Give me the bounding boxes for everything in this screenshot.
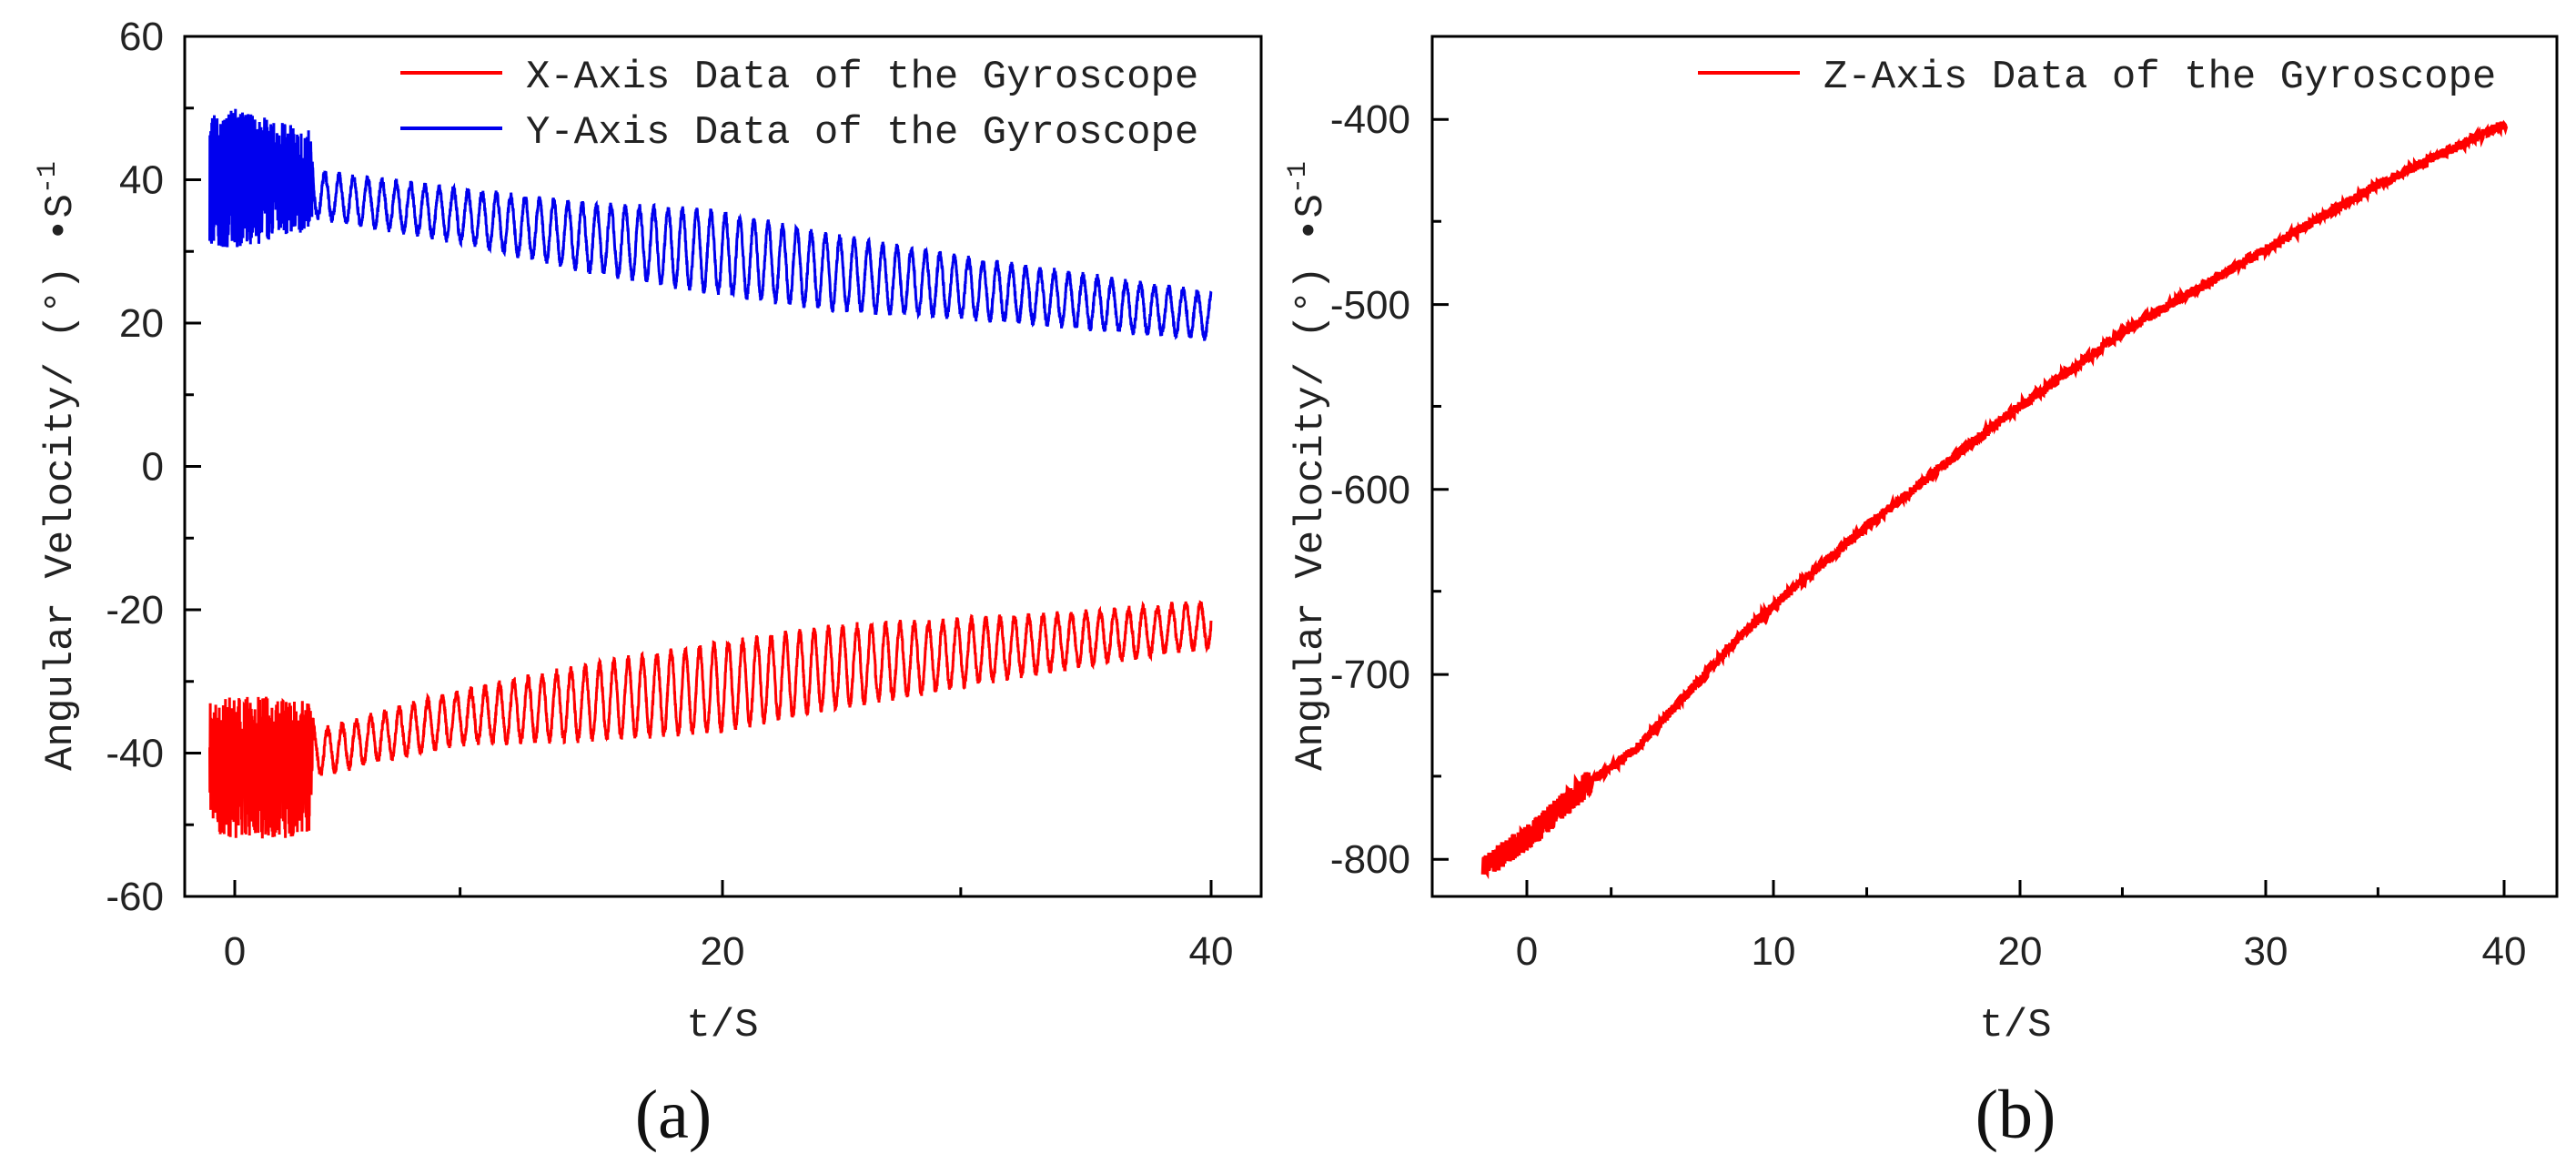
panel-a-xtick-label: 20 — [701, 929, 745, 974]
panel-b-xtick-label: 20 — [1998, 929, 2043, 974]
panel-a-legend-label-x: X-Axis Data of the Gyroscope — [526, 55, 1198, 100]
panel-a-x-axis-title: t/S — [686, 1003, 758, 1048]
panel-a-y-axis-title: Angular Velocity/ (°) •S-1 — [33, 161, 84, 771]
panel-b-xtick: 40 — [2482, 880, 2527, 974]
panel-b-y-axis-title-main: Angular Velocity/ (°) •S — [1288, 194, 1334, 771]
panel-b-ytick: -800 — [1330, 837, 1449, 882]
panel-b-series-z — [1480, 119, 2509, 880]
panel-b-xtick-label: 30 — [2244, 929, 2288, 974]
panel-b-ytick: -600 — [1330, 468, 1449, 512]
panel-b-xtick-label: 0 — [1516, 929, 1538, 974]
panel-b-ytick: -400 — [1330, 97, 1449, 142]
panel-a-legend-item: X-Axis Data of the Gyroscope — [400, 55, 1198, 100]
panel-a-xtick: 0 — [224, 880, 246, 974]
panel-b-caption: (b) — [1975, 1077, 2056, 1153]
panel-b-ytick-label: -500 — [1330, 283, 1410, 328]
panel-b-xtick: 0 — [1516, 880, 1538, 974]
panel-a: -60 -40 -20 0 20 40 60 0 20 40 t/S Angul… — [33, 15, 1263, 1153]
panel-a-ytick: 20 — [119, 301, 201, 346]
panel-b-y-axis-title: Angular Velocity/ (°) •S-1 — [1283, 161, 1334, 771]
panel-b-ytick: -500 — [1330, 283, 1449, 328]
panel-b-legend-item: Z-Axis Data of the Gyroscope — [1698, 55, 2496, 100]
panel-a-ytick-label: 40 — [119, 158, 164, 203]
panel-b-legend-label-z: Z-Axis Data of the Gyroscope — [1823, 55, 2496, 100]
panel-a-series-y — [208, 108, 1213, 341]
panel-a-ytick: 40 — [119, 158, 201, 203]
panel-a-y-axis-title-sup: -1 — [33, 161, 64, 194]
panel-a-caption: (a) — [635, 1077, 712, 1153]
panel-a-xtick: 40 — [1189, 880, 1234, 974]
panel-b-xtick: 20 — [1998, 880, 2043, 974]
panel-a-legend: X-Axis Data of the Gyroscope Y-Axis Data… — [400, 55, 1198, 156]
panel-a-ytick-label: -40 — [106, 732, 164, 776]
panel-a-ytick: -40 — [106, 732, 201, 776]
panel-b-ytick-label: -700 — [1330, 653, 1410, 697]
panel-a-ytick-label: 0 — [142, 445, 164, 490]
panel-b-legend: Z-Axis Data of the Gyroscope — [1698, 55, 2496, 100]
panel-a-ytick-label: 60 — [119, 15, 164, 59]
panel-b-x-axis: 0 10 20 30 40 — [1516, 880, 2527, 974]
panel-b-xtick-label: 40 — [2482, 929, 2527, 974]
panel-b-ytick-label: -800 — [1330, 837, 1410, 882]
panel-a-series-x — [208, 600, 1213, 839]
panel-b-xtick: 10 — [1752, 880, 1796, 974]
panel-b-xtick: 30 — [2244, 880, 2288, 974]
panel-a-ytick-label: -20 — [106, 588, 164, 633]
panel-a-ytick: -60 — [106, 875, 201, 919]
panel-b: -800 -700 -600 -500 -400 0 10 20 30 40 t… — [1283, 35, 2559, 1153]
panel-a-y-axis: -60 -40 -20 0 20 40 60 — [106, 15, 201, 919]
panel-b-plot-frame — [1430, 35, 2559, 898]
panel-a-y-axis-gyro-line — [208, 108, 1213, 341]
panel-a-ytick-label: 20 — [119, 301, 164, 346]
panel-b-ytick-label: -400 — [1330, 97, 1410, 142]
panel-b-xtick-label: 10 — [1752, 929, 1796, 974]
panel-a-plot-frame — [183, 35, 1263, 898]
panel-b-ytick: -700 — [1330, 653, 1449, 697]
panel-a-ytick: 0 — [142, 445, 201, 490]
panel-a-y-axis-title-main: Angular Velocity/ (°) •S — [38, 194, 84, 771]
panel-b-x-axis-title: t/S — [1979, 1003, 2051, 1048]
panel-a-x-axis-gyro-line — [208, 600, 1213, 839]
panel-b-y-axis-title-sup: -1 — [1283, 161, 1314, 194]
panel-a-xtick-label: 0 — [224, 929, 246, 974]
panel-a-x-axis: 0 20 40 — [224, 880, 1234, 974]
panel-a-xtick: 20 — [701, 880, 745, 974]
panel-a-ytick: -20 — [106, 588, 201, 633]
panel-a-ytick-label: -60 — [106, 875, 164, 919]
panel-b-y-axis: -800 -700 -600 -500 -400 — [1330, 97, 1449, 882]
panel-a-legend-item: Y-Axis Data of the Gyroscope — [400, 110, 1198, 156]
panel-a-ytick: 60 — [119, 15, 201, 59]
panel-a-legend-label-y: Y-Axis Data of the Gyroscope — [526, 110, 1198, 156]
panel-b-z-axis-gyro-line — [1480, 119, 2509, 880]
panel-a-xtick-label: 40 — [1189, 929, 1234, 974]
panel-b-ytick-label: -600 — [1330, 468, 1410, 512]
